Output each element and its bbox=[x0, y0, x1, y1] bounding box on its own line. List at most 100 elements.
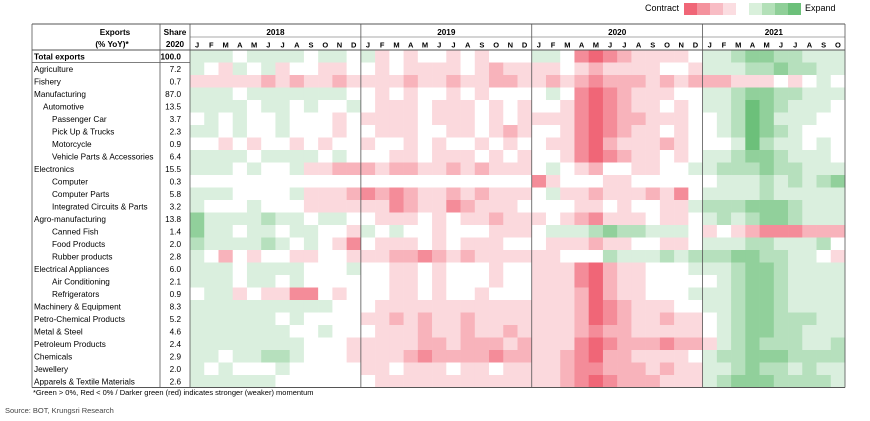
month-label: A bbox=[807, 41, 813, 50]
heatmap-cell bbox=[404, 375, 419, 388]
month-label: M bbox=[251, 41, 257, 50]
heatmap-cell bbox=[774, 63, 789, 76]
heatmap-cell bbox=[275, 288, 290, 301]
heatmap-cell bbox=[461, 300, 476, 313]
heatmap-cell bbox=[290, 375, 305, 388]
heatmap-cell bbox=[788, 313, 803, 326]
heatmap-cell bbox=[233, 63, 248, 76]
month-label: F bbox=[209, 41, 214, 50]
heatmap-cell bbox=[788, 275, 803, 288]
heatmap-cell bbox=[688, 50, 703, 63]
heatmap-cell bbox=[418, 313, 433, 326]
heatmap-cell bbox=[631, 238, 646, 251]
heatmap-cell bbox=[418, 275, 433, 288]
heatmap-cell bbox=[774, 250, 789, 263]
heatmap-cell bbox=[788, 125, 803, 138]
heatmap-cell bbox=[332, 363, 347, 376]
heatmap-cell bbox=[646, 250, 661, 263]
heatmap-cell bbox=[560, 200, 575, 213]
heatmap-cell bbox=[503, 213, 518, 226]
heatmap-cell bbox=[731, 163, 746, 176]
heatmap-cell bbox=[347, 263, 362, 276]
heatmap-cell bbox=[717, 213, 732, 226]
heatmap-cell bbox=[475, 150, 490, 163]
heatmap-cell bbox=[788, 150, 803, 163]
heatmap-cell bbox=[802, 250, 817, 263]
heatmap-cell bbox=[418, 338, 433, 351]
heatmap-cell bbox=[603, 150, 618, 163]
heatmap-cell bbox=[475, 88, 490, 101]
row-label: Vehicle Parts & Accessories bbox=[52, 153, 153, 162]
heatmap-cell bbox=[703, 288, 718, 301]
heatmap-cell bbox=[717, 363, 732, 376]
heatmap-cell bbox=[817, 300, 832, 313]
heatmap-cell bbox=[275, 200, 290, 213]
heatmap-cell bbox=[361, 375, 376, 388]
heatmap-cell bbox=[503, 238, 518, 251]
row-label: Computer bbox=[52, 178, 88, 187]
month-label: M bbox=[393, 41, 399, 50]
heatmap-cell bbox=[817, 88, 832, 101]
heatmap-cell bbox=[332, 338, 347, 351]
heatmap-cell bbox=[631, 88, 646, 101]
heatmap-cell bbox=[731, 363, 746, 376]
heatmap-cell bbox=[589, 313, 604, 326]
heatmap-cell bbox=[774, 288, 789, 301]
row-share: 87.0 bbox=[165, 90, 181, 99]
heatmap-cell bbox=[233, 50, 248, 63]
heatmap-cell bbox=[717, 138, 732, 151]
heatmap-cell bbox=[418, 50, 433, 63]
heatmap-cell bbox=[546, 200, 561, 213]
heatmap-cell bbox=[831, 350, 846, 363]
heatmap-cell bbox=[332, 150, 347, 163]
heatmap-cell bbox=[190, 275, 205, 288]
heatmap-cell bbox=[774, 363, 789, 376]
heatmap-cell bbox=[218, 175, 233, 188]
heatmap-cell bbox=[233, 163, 248, 176]
heatmap-cell bbox=[731, 100, 746, 113]
heatmap-cell bbox=[831, 263, 846, 276]
heatmap-cell bbox=[375, 163, 390, 176]
heatmap-cell bbox=[745, 188, 760, 201]
month-label: A bbox=[636, 41, 642, 50]
heatmap-cell bbox=[674, 325, 689, 338]
heatmap-cell bbox=[461, 200, 476, 213]
heatmap-cell bbox=[261, 213, 276, 226]
heatmap-cell bbox=[631, 113, 646, 126]
heatmap-cell bbox=[432, 138, 447, 151]
heatmap-cell bbox=[332, 113, 347, 126]
heatmap-cell bbox=[375, 100, 390, 113]
heatmap-cell bbox=[418, 125, 433, 138]
heatmap-cell bbox=[461, 125, 476, 138]
heatmap-cell bbox=[788, 263, 803, 276]
heatmap-cell bbox=[233, 338, 248, 351]
heatmap-cell bbox=[802, 338, 817, 351]
heatmap-cell bbox=[290, 275, 305, 288]
heatmap-cell bbox=[503, 275, 518, 288]
heatmap-cell bbox=[546, 325, 561, 338]
heatmap-cell bbox=[233, 325, 248, 338]
heatmap-cell bbox=[204, 225, 219, 238]
heatmap-cell bbox=[774, 275, 789, 288]
row-share: 1.4 bbox=[170, 228, 182, 237]
heatmap-cell bbox=[446, 338, 461, 351]
heatmap-cell bbox=[432, 325, 447, 338]
heatmap-cell bbox=[745, 125, 760, 138]
heatmap-cell bbox=[404, 363, 419, 376]
heatmap-cell bbox=[745, 263, 760, 276]
month-label: S bbox=[650, 41, 655, 50]
heatmap-cell bbox=[518, 88, 533, 101]
heatmap-cell bbox=[332, 288, 347, 301]
month-label: A bbox=[294, 41, 300, 50]
heatmap-cell bbox=[503, 300, 518, 313]
heatmap-cell bbox=[389, 88, 404, 101]
heatmap-cell bbox=[617, 100, 632, 113]
heatmap-cell bbox=[817, 238, 832, 251]
row-share: 3.2 bbox=[170, 203, 182, 212]
heatmap-cell bbox=[589, 88, 604, 101]
heatmap-cell bbox=[218, 88, 233, 101]
heatmap-cell bbox=[261, 75, 276, 88]
heatmap-cell bbox=[404, 300, 419, 313]
heatmap-cell bbox=[760, 225, 775, 238]
